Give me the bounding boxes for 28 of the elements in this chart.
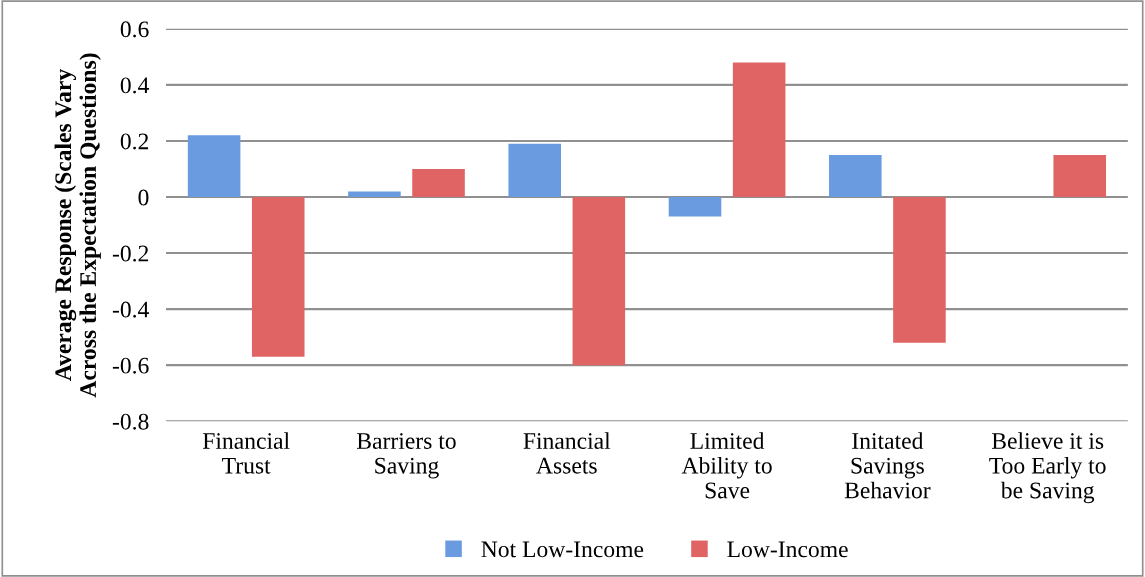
y-tick-label: -0.8 [112,413,149,430]
y-tick-label: 0.4 [120,77,149,94]
y-tick-label: 0.2 [120,133,149,150]
bar [893,197,946,343]
legend-label: Not Low-Income [481,541,644,558]
bar [348,191,401,197]
y-axis-title: Average Response (Scales Vary Across the Expectation Questions) [54,53,101,398]
bar [829,154,882,197]
x-tick-label: Barriers to Saving [357,433,456,479]
bar [1053,154,1107,197]
x-tick-label: Limited Ability to Save [681,432,772,499]
bar [508,143,561,197]
x-tick-label: Initated Savings Behavior [844,432,931,499]
y-tick-label: -0.6 [112,357,149,374]
y-tick-label: 0.6 [120,21,149,38]
x-tick-label: Financial Assets [523,432,611,474]
y-tick-label: -0.2 [112,245,149,262]
x-tick-label: Financial Trust [202,432,290,474]
y-tick-label: -0.4 [112,301,149,318]
x-tick-label: Believe it is Too Early to be Saving [989,432,1106,504]
bar [732,62,786,197]
bar [251,197,305,357]
bar [668,197,722,217]
bar [412,168,465,197]
bar [572,197,626,366]
bar [187,135,241,197]
y-tick-label: 0 [138,189,149,206]
legend-label: Low-Income [727,541,848,558]
